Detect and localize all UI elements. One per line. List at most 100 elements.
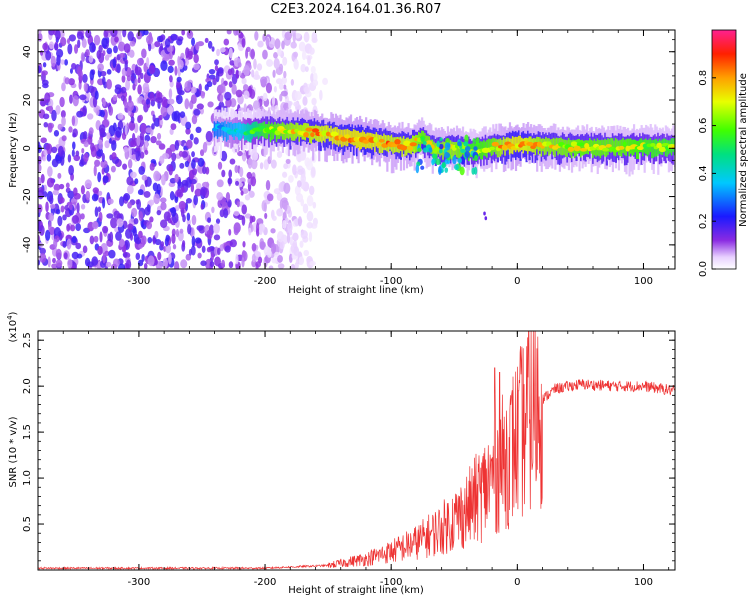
heatmap-ridge-peak xyxy=(491,141,499,147)
heatmap-ridge-peak xyxy=(584,143,590,149)
heatmap-branch-cell xyxy=(444,152,450,159)
heatmap-noise-cell xyxy=(193,53,199,64)
heatmap-noise-cell xyxy=(164,237,169,247)
heatmap-noise-cell xyxy=(151,123,155,130)
heatmap-noise-cell xyxy=(307,55,311,66)
heatmap-noise-cell xyxy=(229,158,236,165)
heatmap-noise-cell xyxy=(311,97,317,106)
colorbar-tick-label: 0.2 xyxy=(698,213,709,229)
heatmap-branch-cell xyxy=(460,148,466,153)
heatmap-noise-cell xyxy=(228,228,232,236)
heatmap-noise-cell xyxy=(241,215,246,226)
heatmap-noise-cell xyxy=(258,223,266,232)
heatmap-noise-cell xyxy=(129,232,134,241)
heatmap-branch-cell xyxy=(464,146,471,152)
heatmap-branch-cell xyxy=(436,140,440,148)
heatmap-noise-cell xyxy=(283,182,291,194)
heatmap-noise-cell xyxy=(282,56,288,66)
heatmap-noise-cell xyxy=(83,152,89,163)
heatmap-noise-cell xyxy=(275,66,283,76)
heatmap-noise-cell xyxy=(142,30,149,36)
heatmap-noise-cell xyxy=(237,182,244,188)
heatmap-branch-cell xyxy=(459,166,465,176)
heatmap-noise-cell xyxy=(82,130,88,141)
heatmap-noise-cell xyxy=(179,228,184,234)
heatmap-noise-cell xyxy=(186,176,192,188)
heatmap-ridge-cell xyxy=(424,132,427,149)
heatmap-noise-cell xyxy=(137,77,141,84)
heatmap-noise-cell xyxy=(148,42,152,52)
heatmap-noise-cell xyxy=(97,171,102,183)
y-tick-label: 2.0 xyxy=(22,378,33,394)
heatmap-noise-cell xyxy=(117,33,122,45)
heatmap-noise-cell xyxy=(38,234,41,246)
heatmap-noise-cell xyxy=(119,196,125,207)
heatmap-noise-cell xyxy=(160,201,167,211)
heatmap-noise-cell xyxy=(149,92,155,102)
heatmap-noise-cell xyxy=(219,47,226,53)
heatmap-noise-cell xyxy=(275,78,283,85)
heatmap-noise-cell xyxy=(181,179,188,186)
heatmap-noise-cell xyxy=(102,197,106,209)
heatmap-noise-cell xyxy=(55,30,61,41)
heatmap-noise-cell xyxy=(209,261,215,268)
heatmap-noise-cell xyxy=(67,43,73,55)
heatmap-noise-cell xyxy=(266,59,274,67)
heatmap-noise-cell xyxy=(294,90,302,101)
heatmap-noise-cell xyxy=(300,230,308,240)
heatmap-noise-cell xyxy=(303,249,310,257)
heatmap-noise-cell xyxy=(213,234,221,241)
heatmap-noise-cell xyxy=(159,155,165,165)
heatmap-noise-cell xyxy=(66,223,71,232)
heatmap-noise-cell xyxy=(207,40,213,49)
heatmap-noise-cell xyxy=(105,261,112,268)
heatmap-noise-cell xyxy=(300,63,306,73)
heatmap-noise-cell xyxy=(233,30,239,36)
heatmap-noise-cell xyxy=(128,49,135,58)
heatmap-noise-cell xyxy=(59,196,65,204)
heatmap-noise-cell xyxy=(235,89,243,98)
heatmap-branch-cell xyxy=(431,158,435,166)
heatmap-noise-cell xyxy=(303,31,310,43)
heatmap-noise-cell xyxy=(106,132,111,140)
heatmap-noise-cell xyxy=(51,263,58,269)
heatmap-noise-cell xyxy=(159,197,167,203)
heatmap-noise-cell xyxy=(225,192,231,202)
heatmap-noise-cell xyxy=(101,152,105,163)
heatmap-branch-cell xyxy=(420,136,425,142)
heatmap-noise-cell xyxy=(177,59,184,70)
heatmap-noise-cell xyxy=(45,201,49,213)
heatmap-noise-cell xyxy=(146,34,154,45)
heatmap-noise-cell xyxy=(294,262,299,269)
heatmap-noise-cell xyxy=(42,42,48,51)
heatmap-noise-cell xyxy=(45,143,53,155)
heatmap-noise-cell xyxy=(78,69,83,81)
heatmap-noise-cell xyxy=(170,33,178,41)
colorbar-tick-label: 0.0 xyxy=(698,261,709,277)
heatmap-ridge-cell xyxy=(416,135,419,152)
heatmap-noise-cell xyxy=(219,244,224,252)
heatmap-noise-cell xyxy=(68,164,75,176)
heatmap-noise-cell xyxy=(195,182,202,191)
heatmap-noise-cell xyxy=(190,94,197,105)
heatmap-branch-cell xyxy=(415,164,420,174)
heatmap-noise-cell xyxy=(250,176,257,187)
x-tick-label: 0 xyxy=(514,276,520,287)
heatmap-noise-cell xyxy=(114,84,122,90)
colorbar-label: Normalized spectral amplitude xyxy=(738,73,749,227)
heatmap-noise-cell xyxy=(248,227,252,236)
heatmap-noise-cell xyxy=(145,98,150,105)
heatmap-noise-cell xyxy=(239,166,244,178)
heatmap-noise-cell xyxy=(130,75,135,82)
heatmap-noise-cell xyxy=(278,82,284,90)
heatmap-noise-cell xyxy=(221,259,226,268)
heatmap-noise-cell xyxy=(145,127,152,134)
heatmap-branch-cell xyxy=(464,134,469,144)
heatmap-branch-cell xyxy=(483,211,486,216)
heatmap-noise-cell xyxy=(200,91,205,99)
heatmap-ridge-peak xyxy=(622,141,627,147)
heatmap-noise-cell xyxy=(302,203,309,214)
heatmap-noise-cell xyxy=(76,202,80,214)
heatmap-noise-cell xyxy=(123,244,127,254)
heatmap-noise-cell xyxy=(313,72,318,82)
